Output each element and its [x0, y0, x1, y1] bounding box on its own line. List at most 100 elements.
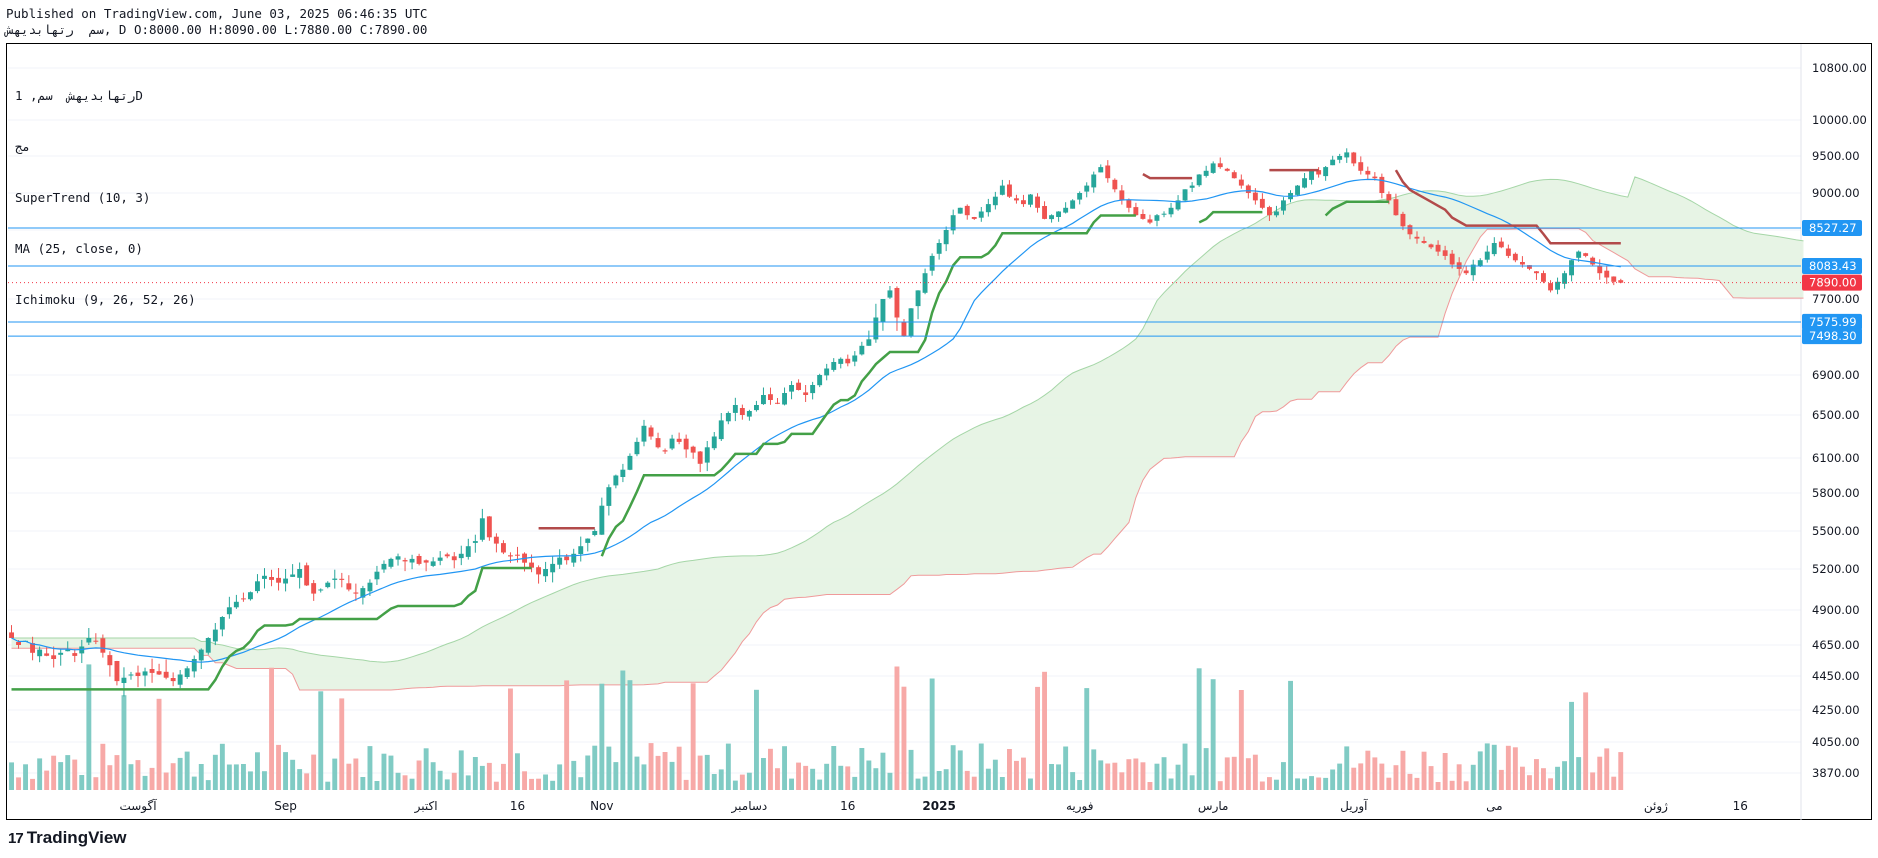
- candle: [803, 392, 809, 395]
- candle: [198, 649, 204, 661]
- volume-bar: [1463, 781, 1469, 790]
- volume-bar: [796, 762, 801, 790]
- candle: [1042, 206, 1047, 219]
- volume-bar: [1470, 764, 1476, 790]
- candle: [859, 345, 865, 355]
- candle: [1084, 185, 1090, 192]
- volume-bar: [1604, 748, 1610, 790]
- candle: [297, 569, 303, 578]
- volume-bar: [1154, 763, 1160, 790]
- volume-bar: [121, 695, 127, 790]
- volume-bar: [304, 773, 310, 790]
- volume-bar: [775, 768, 780, 790]
- volume-bar: [613, 762, 619, 790]
- volume-bar: [894, 666, 900, 790]
- volume-bar: [817, 779, 823, 790]
- candle: [360, 588, 366, 598]
- candle: [1035, 196, 1040, 208]
- volume-bar: [838, 765, 844, 790]
- volume-bar: [1534, 759, 1539, 790]
- candle: [599, 505, 605, 535]
- volume-bar: [1323, 777, 1329, 790]
- y-axis-tick-label: 9500.00: [1812, 149, 1860, 163]
- volume-bar: [999, 777, 1005, 790]
- volume-bar: [1161, 757, 1167, 790]
- volume-bar: [1541, 768, 1546, 790]
- volume-bar: [458, 750, 464, 790]
- candle: [606, 487, 612, 506]
- candle: [409, 558, 415, 563]
- candle: [739, 408, 745, 415]
- candle: [1210, 163, 1216, 173]
- candle: [1534, 271, 1539, 274]
- volume-bar: [859, 748, 865, 790]
- candle: [515, 554, 520, 556]
- candle: [1555, 281, 1560, 290]
- candle: [978, 211, 984, 218]
- chart-frame[interactable]: [6, 43, 1872, 820]
- volume-bar: [1105, 763, 1111, 790]
- candle: [1238, 179, 1244, 186]
- candle: [866, 339, 872, 346]
- volume-bar: [1358, 763, 1364, 790]
- volume-bar: [79, 775, 85, 790]
- candle: [1063, 207, 1069, 213]
- volume-bar: [1491, 744, 1497, 790]
- candle: [1245, 185, 1251, 193]
- candle: [255, 581, 260, 592]
- candle: [149, 669, 155, 673]
- volume-bar: [950, 745, 956, 790]
- volume-bar: [177, 757, 183, 790]
- candle: [831, 362, 837, 370]
- candle: [1133, 207, 1139, 216]
- candle: [1224, 168, 1230, 171]
- candle: [1449, 253, 1455, 265]
- volume-bar: [501, 763, 506, 790]
- candle: [1491, 243, 1497, 255]
- candle: [191, 659, 197, 672]
- candle: [915, 290, 921, 307]
- legend-ma[interactable]: MA (25, close, 0): [15, 241, 143, 256]
- supertrend-up-line: [1324, 200, 1389, 217]
- x-axis-label: می: [1486, 799, 1502, 813]
- volume-bar: [985, 768, 991, 790]
- legend-supertrend[interactable]: SuperTrend (10, 3): [15, 190, 151, 205]
- candle: [325, 582, 331, 588]
- legend-ichimoku[interactable]: Ichimoku (9, 26, 52, 26): [15, 292, 196, 307]
- candle: [30, 643, 35, 653]
- volume-bar: [1583, 692, 1589, 790]
- volume-bar: [1203, 748, 1209, 790]
- candle: [775, 402, 780, 404]
- volume-bar: [416, 760, 422, 790]
- candle: [1569, 260, 1574, 276]
- volume-bar: [592, 745, 598, 790]
- x-axis-label: 16: [1733, 799, 1748, 813]
- volume-bar: [824, 763, 830, 790]
- candle: [761, 395, 766, 405]
- candle: [1309, 170, 1314, 180]
- volume-bar: [1014, 760, 1019, 790]
- candle: [1217, 163, 1223, 168]
- volume-bar: [1175, 764, 1181, 790]
- volume-bar: [51, 755, 57, 790]
- volume-bar: [1231, 756, 1237, 790]
- legend-symbol[interactable]: رتهابدیهش سم, 1D: [15, 88, 143, 103]
- volume-bar: [170, 763, 176, 790]
- candle: [957, 207, 963, 214]
- volume-bar: [1548, 778, 1553, 790]
- candle: [1421, 241, 1427, 243]
- volume-bar: [269, 667, 274, 790]
- volume-bar: [515, 753, 520, 790]
- candle: [1295, 185, 1300, 195]
- volume-bar: [683, 779, 689, 790]
- candle: [971, 217, 977, 219]
- volume-bar: [205, 780, 211, 790]
- volume-bar: [1063, 746, 1069, 790]
- volume-bar: [922, 776, 928, 790]
- tradingview-brand[interactable]: 17 TradingView: [8, 828, 127, 848]
- volume-bar: [72, 759, 78, 790]
- candle: [634, 441, 640, 455]
- candle: [163, 671, 169, 678]
- volume-bar: [1140, 762, 1146, 790]
